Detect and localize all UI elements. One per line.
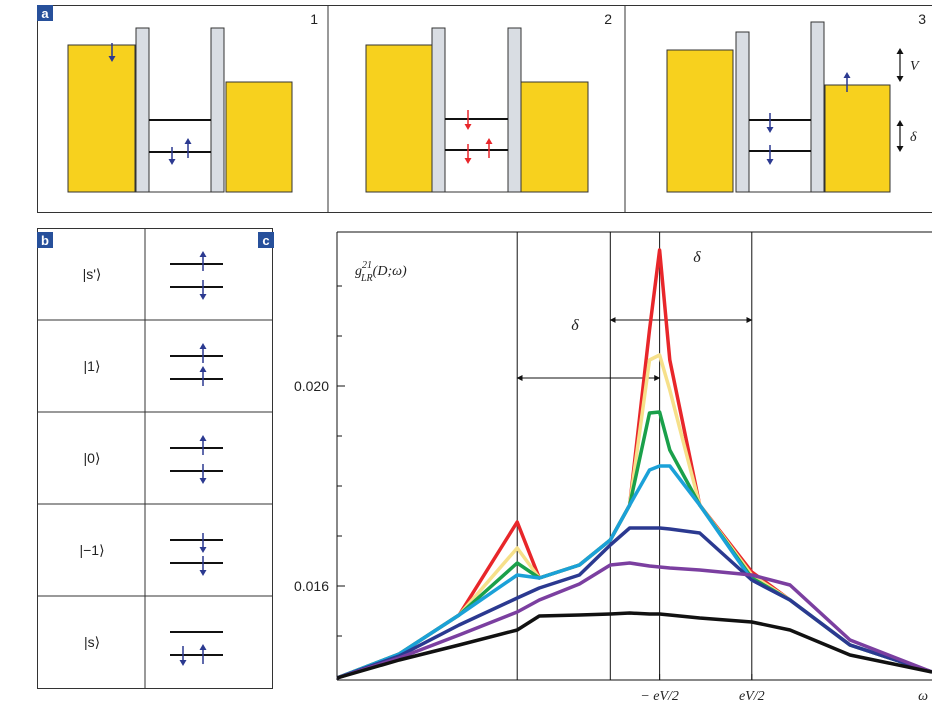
- arrow-head: [897, 76, 904, 82]
- x-tick-label: − eV/2: [640, 689, 679, 704]
- state-label: |−1⟩: [79, 542, 104, 558]
- arrow-head: [200, 644, 207, 650]
- arrow-head: [185, 138, 192, 144]
- panel-label: a: [41, 6, 49, 21]
- y-label-part: LR: [360, 273, 373, 284]
- arrow-head: [200, 478, 207, 484]
- barrier: [811, 22, 824, 192]
- annotation: δ: [571, 317, 579, 334]
- frame-number: 3: [918, 11, 926, 27]
- figure: 1 2 3 Vδ |s'⟩ |1⟩ |0⟩ |−1⟩ |s⟩ 0.016 0.020 − eV/2…: [0, 0, 932, 710]
- arrow-head: [200, 570, 207, 576]
- panel-label: b: [41, 233, 49, 248]
- arrow-head: [844, 72, 851, 78]
- state-label: |s⟩: [84, 634, 100, 650]
- y-label-part: 21: [362, 260, 372, 271]
- state-label: |1⟩: [84, 358, 101, 374]
- series-line: [337, 613, 932, 678]
- lead: [68, 45, 135, 192]
- lead: [366, 45, 432, 192]
- series-line: [337, 528, 932, 678]
- series-line: [337, 563, 932, 678]
- x-axis-label: ω: [918, 689, 928, 704]
- arrow-head: [200, 547, 207, 553]
- x-tick-label: eV/2: [739, 689, 765, 704]
- lead: [667, 50, 733, 192]
- table: |s'⟩ |1⟩ |0⟩ |−1⟩ |s⟩: [37, 251, 273, 666]
- barrier: [508, 28, 521, 192]
- arrow-head: [465, 124, 472, 130]
- arrow-head: [200, 343, 207, 349]
- barrier: [736, 32, 749, 192]
- arrow-head: [200, 294, 207, 300]
- y-tick-label: 0.020: [294, 378, 329, 394]
- y-tick-label: 0.016: [294, 578, 329, 594]
- arrow-head: [486, 138, 493, 144]
- diagram: 1 2 3 Vδ: [68, 11, 926, 192]
- arrow-head: [169, 159, 176, 165]
- arrow-head: [465, 158, 472, 164]
- lead: [226, 82, 292, 192]
- bias-label: V: [910, 59, 920, 74]
- state-label: |s'⟩: [83, 266, 102, 282]
- arrow-head: [897, 146, 904, 152]
- arrow-head: [897, 48, 904, 54]
- arrow-head: [180, 660, 187, 666]
- panel-a-frame: [38, 5, 932, 213]
- arrow-head: [200, 435, 207, 441]
- barrier: [211, 28, 224, 192]
- panel-label: c: [262, 233, 269, 248]
- panel-b-table: [38, 228, 273, 689]
- arrow-head: [200, 366, 207, 372]
- series-line: [337, 355, 932, 678]
- barrier: [432, 28, 445, 192]
- state-label: |0⟩: [84, 450, 101, 466]
- y-label-part: (D;ω): [373, 264, 407, 279]
- lead: [521, 82, 588, 192]
- arrow-head: [767, 127, 774, 133]
- frame-number: 2: [604, 11, 612, 27]
- splitting-label: δ: [910, 130, 917, 145]
- frame-number: 1: [310, 11, 318, 27]
- barrier: [136, 28, 149, 192]
- arrow-head: [767, 159, 774, 165]
- lead: [825, 85, 890, 192]
- arrow-head: [200, 251, 207, 257]
- annotation: δ: [693, 249, 701, 266]
- arrow-head: [897, 120, 904, 126]
